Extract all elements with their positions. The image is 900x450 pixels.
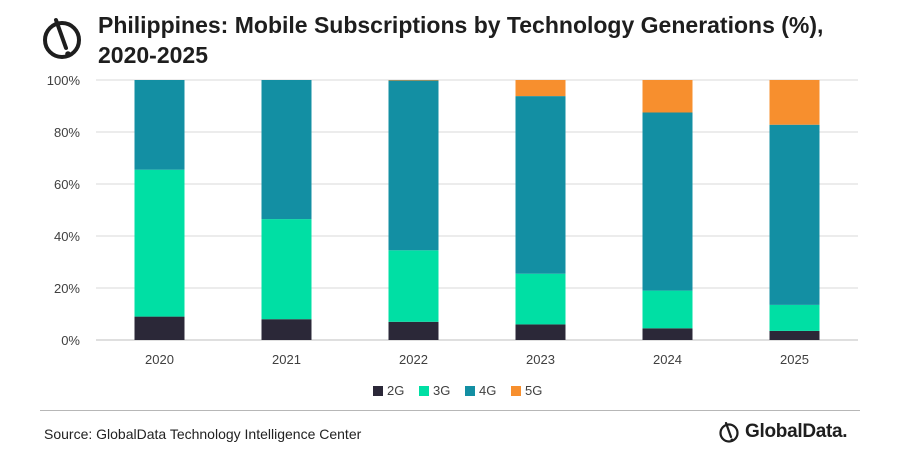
y-tick-label: 0% <box>61 333 80 348</box>
legend-label-5g: 5G <box>525 383 542 398</box>
x-tick-label: 2024 <box>653 352 682 367</box>
x-tick-label: 2022 <box>399 352 428 367</box>
bar-segment-4g-2023 <box>515 96 566 274</box>
y-tick-label: 60% <box>54 177 80 192</box>
bar-segment-5g-2024 <box>642 80 693 113</box>
legend-swatch-4g <box>465 386 475 396</box>
bar-segment-2g-2023 <box>515 324 566 340</box>
x-tick-label: 2023 <box>526 352 555 367</box>
brand-name: GlobalData. <box>745 421 848 442</box>
bar-segment-4g-2024 <box>642 112 693 291</box>
bar-segment-5g-2023 <box>515 80 566 97</box>
bar-segment-2g-2020 <box>134 316 185 340</box>
bar-segment-3g-2021 <box>261 219 312 320</box>
legend-label-2g: 2G <box>387 383 404 398</box>
legend-swatch-3g <box>419 386 429 396</box>
bar-segment-3g-2024 <box>642 290 693 329</box>
x-tick-label: 2025 <box>780 352 809 367</box>
y-tick-label: 80% <box>54 125 80 140</box>
bar-segment-3g-2025 <box>769 304 820 331</box>
brand-logo: GlobalData. <box>718 418 848 446</box>
bar-segment-2g-2024 <box>642 328 693 340</box>
legend-swatch-2g <box>373 386 383 396</box>
bar-segment-4g-2021 <box>261 80 312 220</box>
legend-swatch-5g <box>511 386 521 396</box>
bar-segment-2g-2025 <box>769 330 820 340</box>
bar-segment-4g-2022 <box>388 80 439 251</box>
y-tick-label: 40% <box>54 229 80 244</box>
chart-title: Philippines: Mobile Subscriptions by Tec… <box>98 12 824 68</box>
globaldata-logo-icon <box>43 18 81 59</box>
bar-segment-4g-2025 <box>769 124 820 305</box>
x-tick-label: 2021 <box>272 352 301 367</box>
bar-segment-2g-2022 <box>388 321 439 340</box>
bar-segment-5g-2022 <box>388 80 439 81</box>
y-tick-label: 20% <box>54 281 80 296</box>
bar-segment-2g-2021 <box>261 319 312 340</box>
footer-divider <box>40 410 860 411</box>
y-tick-label: 100% <box>47 73 81 88</box>
legend-label-3g: 3G <box>433 383 450 398</box>
source-note: Source: GlobalData Technology Intelligen… <box>44 426 362 442</box>
globaldata-small-logo-icon <box>719 421 739 443</box>
bar-segment-3g-2020 <box>134 169 185 317</box>
x-tick-label: 2020 <box>145 352 174 367</box>
legend-label-4g: 4G <box>479 383 496 398</box>
bar-segment-4g-2020 <box>134 80 185 170</box>
bar-segment-5g-2025 <box>769 80 820 125</box>
bar-segment-3g-2023 <box>515 273 566 325</box>
stacked-bar-chart: 0% 20% 40% 60% 80% 100% 2020 2021 2022 2023 2024 20… <box>47 73 858 398</box>
bar-segment-3g-2022 <box>388 250 439 322</box>
